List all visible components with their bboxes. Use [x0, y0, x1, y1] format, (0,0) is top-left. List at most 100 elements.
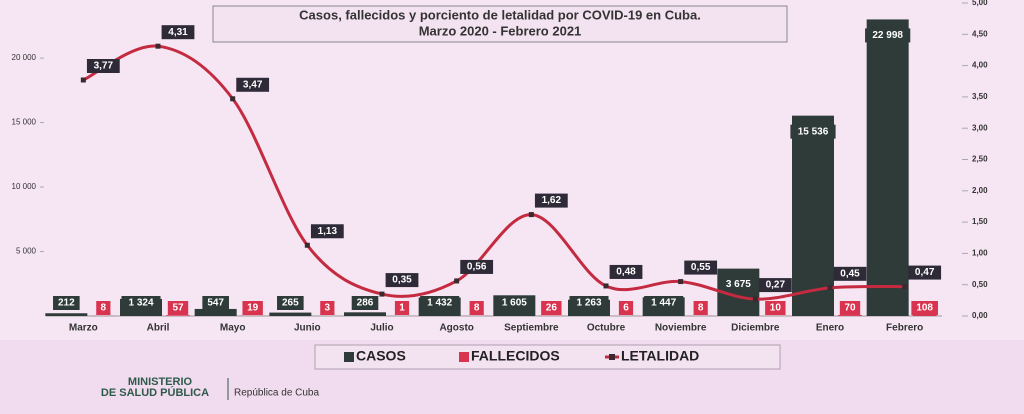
data-label: 8	[698, 303, 704, 314]
y2-tick-label: 2,50	[972, 155, 988, 164]
y-tick-label: 10 000	[12, 182, 37, 191]
line-marker	[603, 283, 609, 289]
bar	[866, 19, 909, 316]
data-label: 3 675	[726, 279, 751, 290]
data-label-box	[534, 193, 568, 208]
y2-tick-label: 2,00	[972, 186, 988, 195]
line-marker	[454, 278, 460, 284]
data-label-box	[839, 301, 861, 315]
line-marker	[230, 96, 236, 102]
y2-tick-label: 4,50	[972, 29, 988, 38]
bar	[166, 315, 190, 316]
data-label: 15 536	[798, 126, 829, 137]
data-label: 0,45	[840, 268, 860, 279]
data-label: 212	[58, 298, 75, 309]
data-label: 10	[770, 303, 782, 314]
data-label-box	[96, 301, 111, 315]
line-marker	[827, 285, 833, 291]
line-marker	[379, 291, 385, 297]
legend-swatch	[459, 352, 469, 362]
data-label-box	[833, 266, 867, 281]
data-label: 286	[357, 298, 374, 309]
bar	[344, 312, 386, 316]
data-label: 265	[282, 298, 299, 309]
data-label: 1 605	[502, 298, 527, 309]
data-label-box	[202, 296, 229, 310]
data-label: 57	[172, 303, 184, 314]
x-tick-label: Enero	[816, 323, 844, 334]
data-label-box	[394, 301, 410, 315]
footer-text: DE SALUD PÚBLICA	[101, 386, 209, 399]
data-label: 0,56	[467, 262, 487, 273]
y2-tick-label: 0,50	[972, 280, 988, 289]
y2-tick-label: 0,00	[972, 311, 988, 320]
footer-text: República de Cuba	[234, 388, 319, 399]
data-label-box	[310, 224, 344, 239]
data-label: 1,13	[318, 226, 338, 237]
title-box	[212, 5, 788, 43]
x-tick-label: Julio	[370, 323, 393, 334]
x-tick-label: Febrero	[886, 323, 923, 334]
x-tick-label: Octubre	[587, 323, 626, 334]
data-label-box	[765, 301, 786, 315]
data-label: 0,55	[691, 262, 711, 273]
y2-tick-label: 1,00	[972, 249, 988, 258]
data-label-box	[865, 28, 911, 43]
chart-subtitle: Marzo 2020 - Febrero 2021	[419, 23, 582, 38]
y2-tick-label: 3,00	[972, 123, 988, 132]
y-tick-label: 5 000	[16, 247, 37, 256]
data-label: 1 432	[427, 298, 452, 309]
data-label: 4,31	[168, 27, 188, 38]
data-label-box	[469, 301, 484, 315]
data-label: 0,47	[915, 267, 935, 278]
data-label-box	[684, 260, 718, 275]
data-label: 3	[325, 303, 331, 314]
x-tick-label: Septiembre	[504, 323, 559, 334]
bar	[792, 115, 834, 316]
line-marker	[155, 43, 161, 49]
bar	[194, 308, 237, 316]
data-label-box	[121, 296, 161, 310]
line-marker	[678, 279, 684, 285]
legend: CASOS FALLECIDOS LETALIDAD	[344, 348, 699, 364]
data-label: 19	[247, 303, 259, 314]
data-label: 8	[101, 303, 107, 314]
data-label-box	[161, 25, 195, 40]
y2-tick-label: 3,50	[972, 92, 988, 101]
data-label-box	[236, 77, 270, 92]
legend-swatch	[609, 354, 615, 360]
x-tick-label: Junio	[294, 323, 321, 334]
bar	[45, 313, 88, 316]
data-label-box	[53, 296, 80, 310]
y2-tick-label: 1,50	[972, 217, 988, 226]
data-label-box	[618, 301, 634, 315]
legend-label: LETALIDAD	[621, 348, 699, 364]
line-marker	[304, 242, 310, 248]
data-label-box	[790, 124, 836, 139]
x-tick-label: Abril	[147, 323, 170, 334]
chart-title: Casos, fallecidos y porciento de letalid…	[299, 7, 701, 22]
data-label: 3,47	[243, 79, 263, 90]
legend-swatch	[344, 352, 354, 362]
line-marker	[752, 296, 758, 302]
y-tick-label: 20 000	[12, 53, 37, 62]
data-label-box	[242, 301, 263, 315]
data-label-box	[167, 301, 189, 315]
data-label: 1,62	[542, 195, 562, 206]
data-label-box	[569, 296, 609, 310]
data-label-box	[460, 259, 494, 274]
bar	[912, 314, 937, 316]
data-label: 0,27	[766, 280, 786, 291]
data-label: 0,35	[392, 275, 412, 286]
data-label: 70	[844, 303, 856, 314]
data-label: 3,77	[94, 61, 114, 72]
data-label-box	[420, 296, 460, 310]
data-label-box	[693, 301, 708, 315]
data-label-box	[758, 278, 792, 293]
bar	[269, 312, 312, 316]
data-label: 1	[399, 303, 405, 314]
x-tick-label: Diciembre	[731, 323, 780, 334]
data-label: 1 447	[651, 298, 676, 309]
data-label: 26	[546, 303, 558, 314]
data-label-box	[385, 273, 419, 288]
